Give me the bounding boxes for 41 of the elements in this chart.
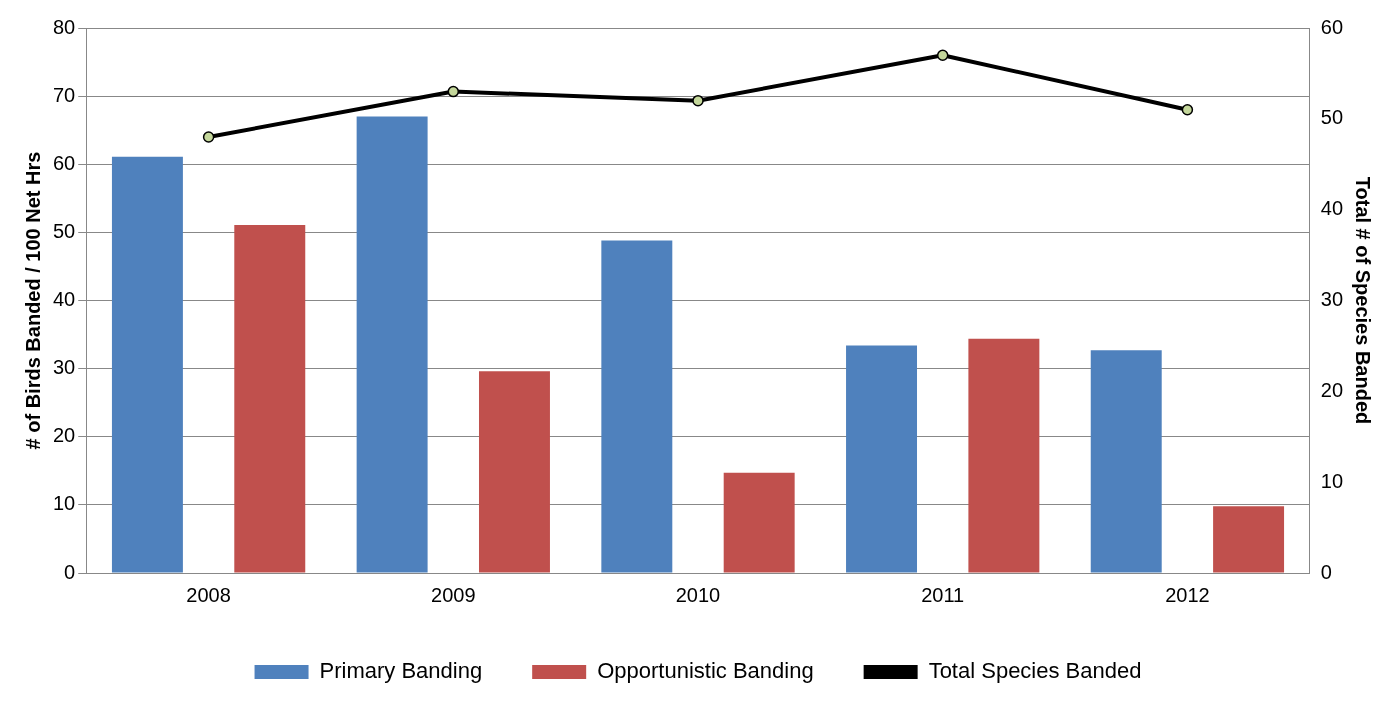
y-tick-label: 80 [53,15,76,38]
y-tick-label: 60 [53,151,76,174]
bar [601,240,673,573]
y-tick-label: 50 [53,219,76,242]
y2-tick-label: 10 [1320,469,1343,492]
x-tick-label: 2011 [921,583,965,606]
bar [968,338,1040,573]
y2-tick-label: 0 [1320,560,1332,583]
legend-label: Opportunistic Banding [597,658,814,684]
y2-axis-title: Total # of Species Banded [1352,176,1375,425]
y-tick-label: 30 [53,356,76,379]
y-tick-label: 0 [64,560,76,583]
y-axis-title: # of Birds Banded / 100 Net Hrs [21,151,44,450]
legend-label: Primary Banding [319,658,483,684]
bar [846,345,918,573]
x-tick-label: 2009 [431,583,476,606]
y-tick-label: 20 [53,424,76,447]
point [202,131,215,143]
bar [1213,506,1285,573]
y2-tick-label: 50 [1320,106,1343,129]
y-tick-label: 70 [53,83,76,106]
point [1181,104,1194,116]
bar [723,472,795,573]
y2-tick-label: 20 [1320,378,1343,401]
x-tick-label: 2010 [675,583,721,606]
x-tick-label: 2012 [1165,583,1210,606]
x-tick-label: 2008 [186,583,231,606]
y-tick-label: 10 [53,492,76,515]
point [447,85,460,98]
bar [111,156,183,573]
y2-tick-label: 60 [1320,15,1343,38]
point [936,49,949,61]
point [692,94,704,107]
legend-label: Total Species Banded [928,658,1142,684]
bar [478,371,550,573]
bar [1090,350,1162,573]
bar [356,116,428,573]
y2-tick-label: 40 [1320,197,1343,220]
bar [234,224,306,573]
y-tick-label: 40 [53,288,76,311]
y2-tick-label: 30 [1320,288,1343,311]
